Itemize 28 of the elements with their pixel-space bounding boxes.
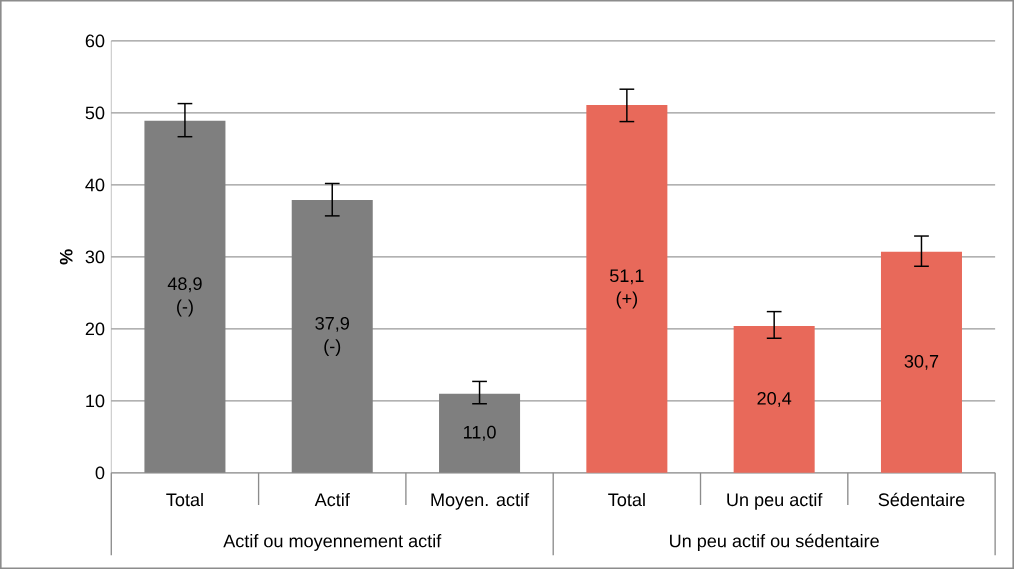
bar: [439, 393, 521, 473]
data-label: 48,9 (-): [167, 277, 202, 317]
y-tick-label: 10: [86, 394, 105, 408]
x-tick-label: Total: [166, 492, 203, 507]
bar: [144, 120, 226, 473]
y-tick-label: 50: [85, 106, 105, 120]
bar: [291, 200, 373, 473]
y-tick-label: 30: [85, 250, 105, 264]
data-label: 11,0: [464, 425, 496, 441]
x-tick-label: Moyen. actif: [431, 492, 530, 510]
x-tick-label: Sédentaire: [878, 492, 965, 507]
y-tick-label: 20: [85, 322, 105, 336]
x-tick-label: Un peu actif: [727, 492, 823, 510]
x-tick-label: Total: [608, 492, 645, 507]
bar: [586, 105, 668, 473]
bar: [733, 325, 815, 473]
text: Actif ou moyennement actif: [223, 534, 442, 551]
y-tick-label: 40: [85, 178, 105, 192]
y-tick-label: 0: [95, 466, 105, 480]
text: Un peu actif ou sédentaire: [670, 533, 879, 551]
data-label: 20,4: [757, 391, 792, 407]
data-label: 30,7: [904, 354, 939, 370]
y-tick-label: 60: [85, 34, 105, 48]
y-axis-title: %: [59, 249, 73, 265]
data-label: 37,9 (-): [315, 316, 349, 356]
x-tick-label: Actif: [314, 492, 350, 507]
data-label: 51,1 (+): [610, 269, 644, 309]
bar: [880, 251, 962, 473]
